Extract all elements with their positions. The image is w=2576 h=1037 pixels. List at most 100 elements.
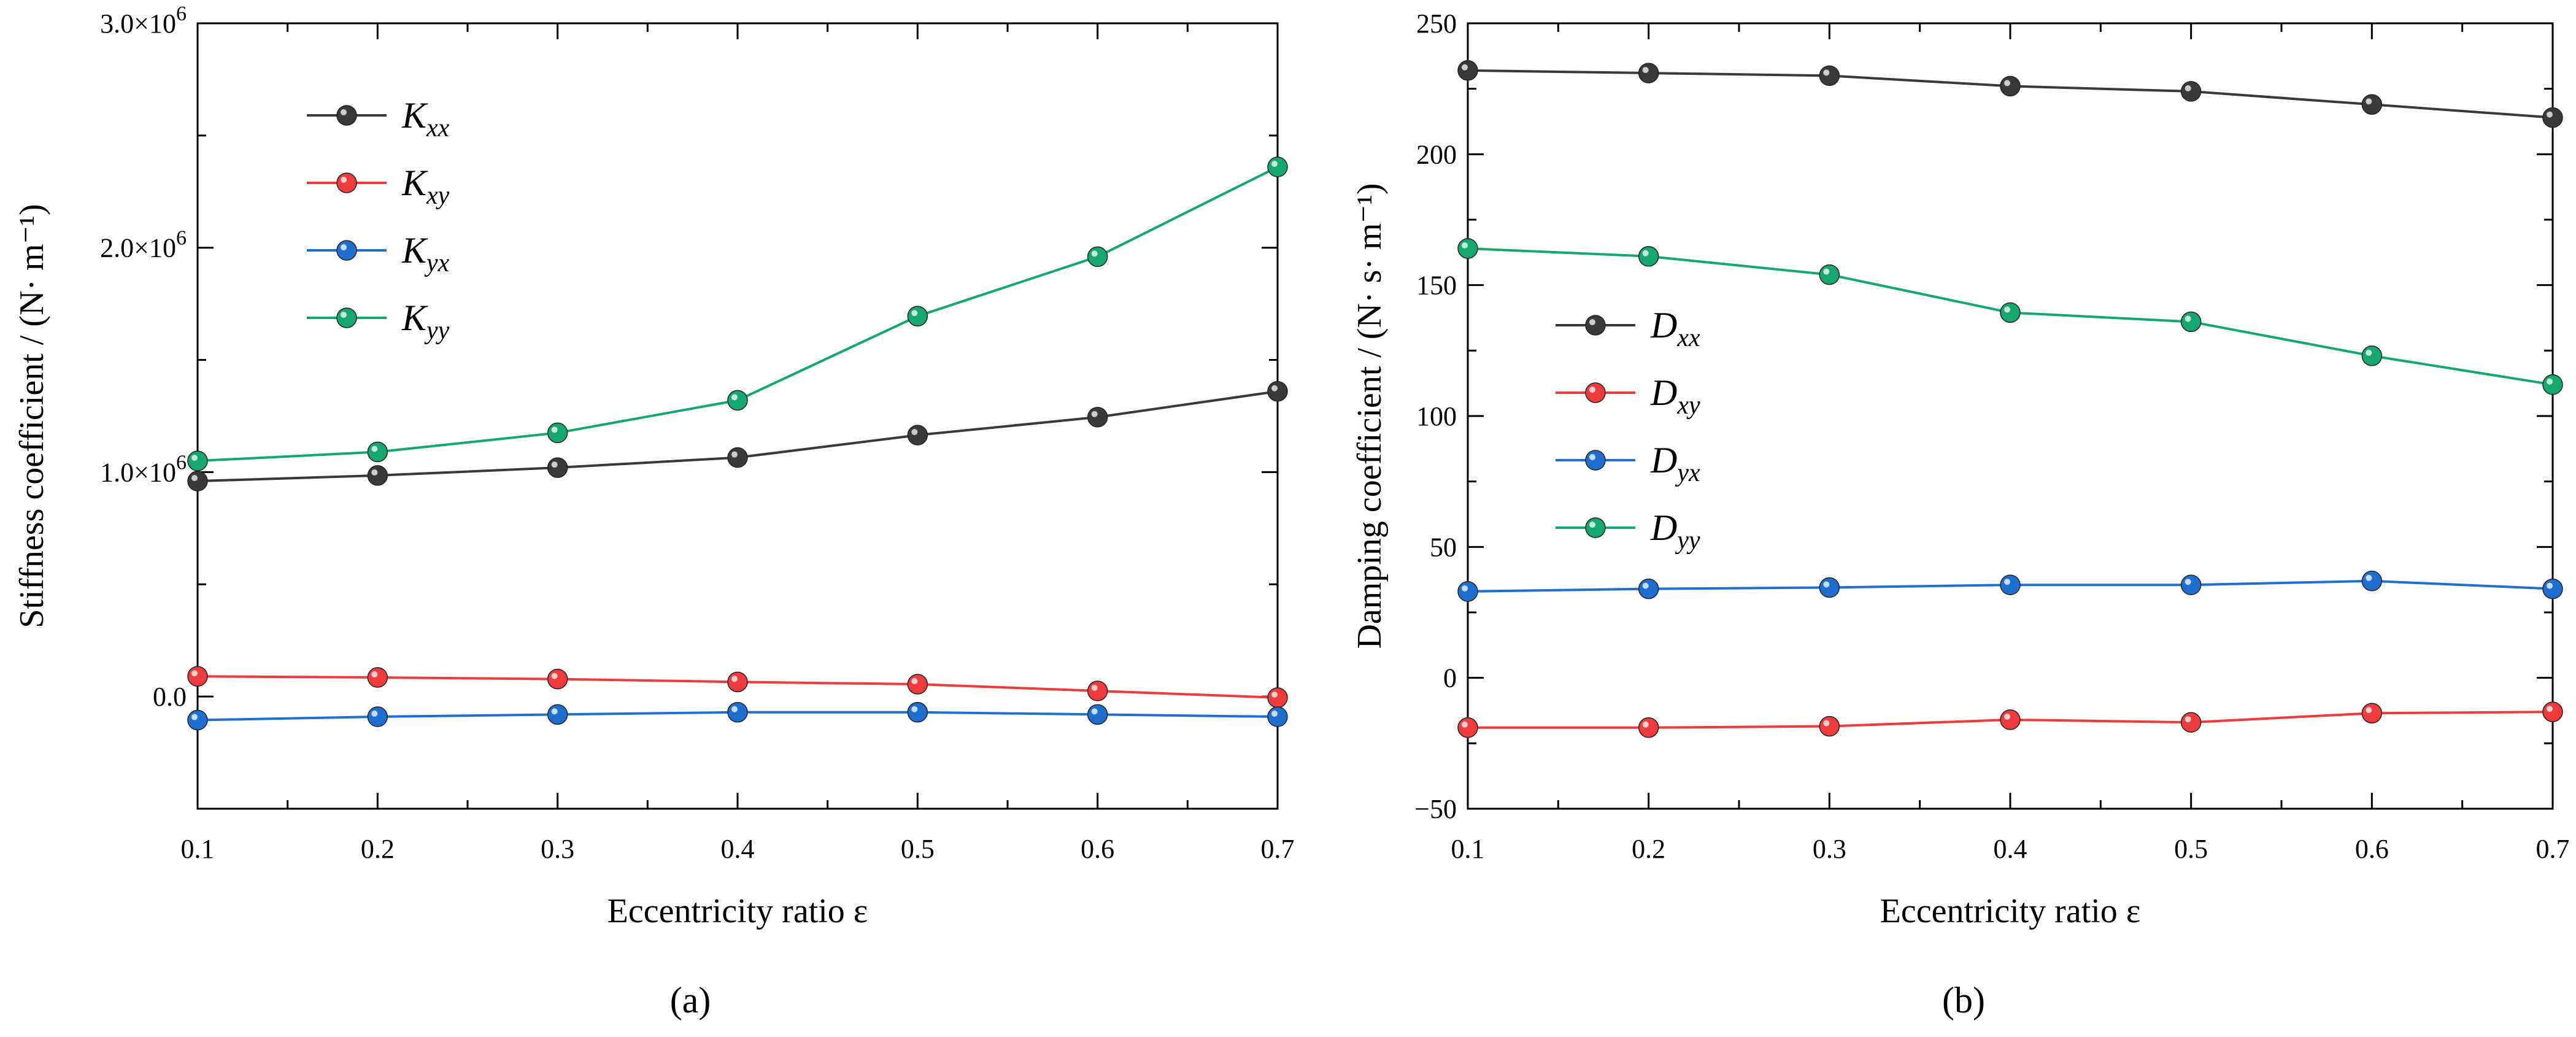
data-point-highlight <box>1462 721 1468 728</box>
data-point-Kyy <box>727 390 748 411</box>
data-point-Dxy <box>2180 712 2202 733</box>
series-Kyx <box>187 701 1288 731</box>
data-point-highlight <box>1271 161 1278 168</box>
legend-label-base: D <box>1650 372 1677 413</box>
x-axis-label: Eccentricity ratio ε <box>607 892 868 930</box>
data-point-highlight <box>1091 411 1098 417</box>
data-point-Dxy <box>2542 701 2563 722</box>
data-point-highlight <box>2547 706 2553 712</box>
data-point-highlight <box>911 310 918 317</box>
data-point-highlight <box>2185 579 2191 585</box>
y-tick-exponent: 6 <box>176 2 187 25</box>
data-point-highlight <box>2004 306 2010 313</box>
data-point-highlight <box>1462 242 1468 249</box>
data-point-highlight <box>191 455 198 461</box>
legend-marker-Dxx <box>1585 315 1606 336</box>
data-point-Kxy <box>1087 680 1108 701</box>
data-point-Dxx <box>1638 63 1659 83</box>
data-point-Dxy <box>1819 715 1840 737</box>
y-tick-label: 1.0×106 <box>100 451 187 487</box>
data-point-highlight <box>2004 579 2010 585</box>
y-tick-label: 0.0 <box>153 682 187 712</box>
legend-label-subscript: yx <box>424 249 450 277</box>
data-point-highlight <box>2185 85 2191 91</box>
legend-label-subscript: xx <box>426 114 450 142</box>
data-point-highlight <box>911 706 918 712</box>
legend-marker-Kyy <box>336 307 357 328</box>
data-point-highlight <box>2366 98 2372 105</box>
y-tick-text: 100 <box>1416 401 1457 431</box>
y-tick-exponent: 6 <box>176 451 187 474</box>
data-point-highlight <box>1642 582 1649 589</box>
data-point-highlight <box>731 451 738 458</box>
data-point-highlight <box>1642 67 1649 74</box>
data-point-Kxy <box>907 674 928 695</box>
data-point-highlight <box>1462 64 1468 71</box>
y-tick-label: 3.0×106 <box>100 2 187 39</box>
y-tick-text: 3.0×10 <box>100 9 176 39</box>
legend-label-Dxx: Dxx <box>1650 305 1700 352</box>
data-point-highlight <box>731 676 738 682</box>
y-tick-text: 0 <box>1443 663 1457 693</box>
data-point-highlight <box>2547 582 2553 589</box>
x-tick-label: 0.1 <box>1451 834 1485 864</box>
data-point-Kxy <box>1267 687 1288 708</box>
data-point-highlight <box>911 678 918 685</box>
y-tick-label: 250 <box>1416 9 1457 39</box>
series-Dyy <box>1457 238 2563 395</box>
data-point-Dxx <box>2000 75 2021 97</box>
x-axis-label: Eccentricity ratio ε <box>1880 892 2141 930</box>
data-point-Kxx <box>367 465 388 486</box>
data-point-Dxy <box>2000 709 2021 730</box>
legend-label-base: K <box>401 163 428 203</box>
data-point-Kxy <box>367 667 388 688</box>
data-point-Dyy <box>1819 264 1840 285</box>
data-point-highlight <box>2004 713 2010 720</box>
y-tick-text: 2.0×10 <box>100 233 176 263</box>
legend-marker-Dyy <box>1585 517 1606 538</box>
data-point-highlight <box>1823 720 1830 727</box>
data-point-highlight <box>1271 691 1278 698</box>
x-tick-label: 0.6 <box>1081 834 1114 864</box>
y-tick-label: 200 <box>1416 139 1457 169</box>
data-point-Kyy <box>907 306 928 327</box>
data-point-Dyx <box>2180 574 2202 595</box>
data-point-highlight <box>1271 711 1278 717</box>
data-point-highlight <box>2366 349 2372 356</box>
series-Kxx <box>187 381 1288 492</box>
data-point-Kyx <box>1267 706 1288 727</box>
data-point-Kyx <box>907 701 928 723</box>
data-point-Dyx <box>1457 581 1478 602</box>
legend-label-Dxy: Dxy <box>1650 372 1700 420</box>
x-tick-label: 0.5 <box>901 834 935 864</box>
data-point-highlight <box>2366 707 2372 714</box>
legend-marker-highlight <box>341 244 347 250</box>
legend-marker-highlight <box>341 177 347 183</box>
data-point-highlight <box>371 711 378 717</box>
y-tick-label: 0 <box>1443 663 1457 693</box>
x-tick-label: 0.1 <box>181 834 215 864</box>
data-point-highlight <box>371 469 378 476</box>
data-point-Kyx <box>727 701 748 723</box>
data-point-Kyy <box>187 450 208 471</box>
data-point-Kyy <box>547 422 568 444</box>
series-line-Kyy <box>197 166 1278 463</box>
legend-marker-Kyx <box>336 240 357 261</box>
data-point-highlight <box>191 714 198 720</box>
data-point-highlight <box>1462 585 1468 592</box>
legend-label-subscript: xx <box>1676 324 1700 352</box>
series-Kxy <box>187 666 1288 708</box>
legend-marker-Dyx <box>1585 450 1606 471</box>
legend-label-Kxy: Kxy <box>401 163 450 210</box>
data-point-Dxy <box>2361 703 2383 724</box>
data-point-Dxy <box>1457 717 1478 738</box>
legend-label-subscript: yy <box>1675 526 1700 555</box>
data-point-highlight <box>1823 581 1830 588</box>
data-point-highlight <box>1823 268 1830 275</box>
data-point-Dyx <box>2000 574 2021 595</box>
y-tick-label: 50 <box>1430 532 1457 562</box>
data-point-Kxy <box>187 666 208 687</box>
data-point-Dxx <box>2542 107 2563 128</box>
legend-marker-Dxy <box>1585 382 1606 403</box>
